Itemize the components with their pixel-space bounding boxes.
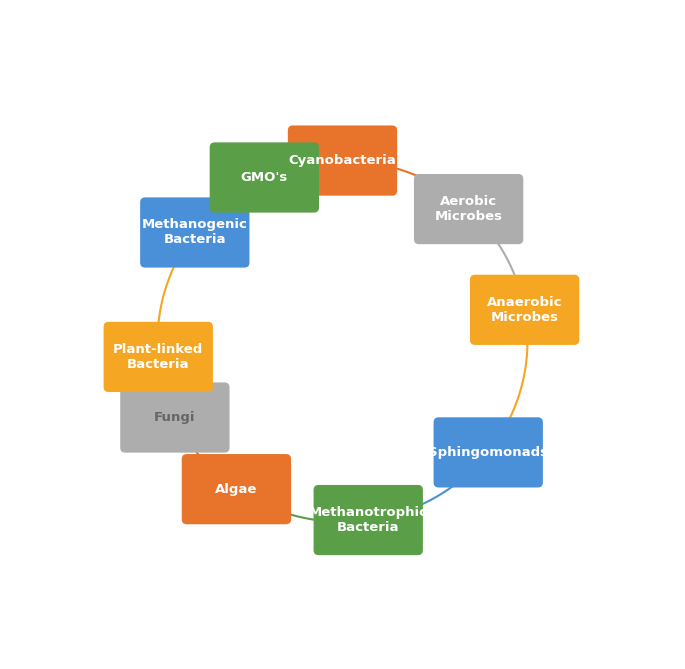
Text: Aerobic
Microbes: Aerobic Microbes: [435, 195, 503, 223]
FancyBboxPatch shape: [120, 383, 229, 453]
FancyBboxPatch shape: [288, 126, 397, 195]
FancyBboxPatch shape: [210, 142, 319, 213]
Text: Methanogenic
Bacteria: Methanogenic Bacteria: [142, 219, 248, 246]
Text: Anaerobic
Microbes: Anaerobic Microbes: [487, 296, 562, 324]
Text: GMO's: GMO's: [240, 171, 288, 184]
FancyBboxPatch shape: [140, 197, 249, 268]
FancyBboxPatch shape: [182, 454, 291, 524]
Text: Cyanobacteria: Cyanobacteria: [288, 154, 397, 167]
Text: Plant-linked
Bacteria: Plant-linked Bacteria: [113, 343, 203, 371]
Text: Sphingomonads: Sphingomonads: [428, 446, 548, 459]
FancyBboxPatch shape: [103, 322, 213, 392]
FancyBboxPatch shape: [470, 275, 580, 345]
Text: Algae: Algae: [215, 482, 258, 496]
Text: Fungi: Fungi: [154, 411, 196, 424]
Text: Methanotrophic
Bacteria: Methanotrophic Bacteria: [309, 506, 427, 534]
FancyBboxPatch shape: [314, 485, 423, 555]
FancyBboxPatch shape: [414, 174, 523, 244]
FancyBboxPatch shape: [434, 417, 543, 488]
